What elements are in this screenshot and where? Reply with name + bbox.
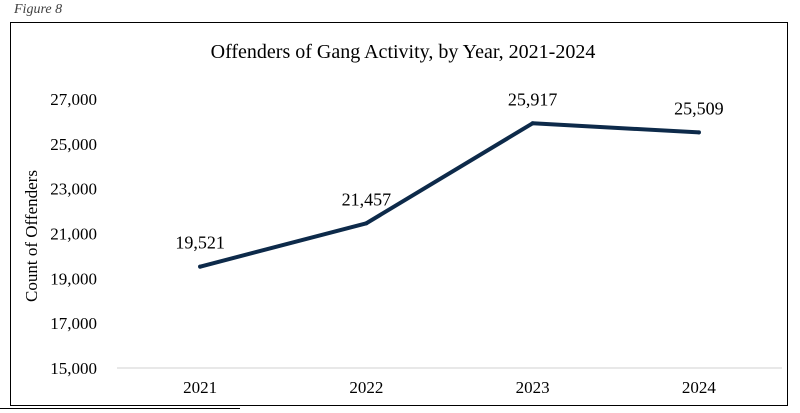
- data-label: 21,457: [342, 189, 392, 209]
- data-label: 25,509: [674, 98, 724, 118]
- data-label: 19,521: [175, 233, 225, 253]
- chart-title: Offenders of Gang Activity, by Year, 202…: [211, 41, 596, 63]
- x-tick-label: 2024: [682, 378, 717, 397]
- series-line: [198, 121, 701, 269]
- x-tick-label: 2023: [516, 378, 550, 397]
- y-tick-label: 17,000: [50, 314, 97, 333]
- x-tick-label: 2022: [349, 378, 383, 397]
- x-axis-ticks: 2021 2022 2023 2024: [183, 378, 716, 397]
- x-tick-label: 2021: [183, 378, 217, 397]
- chart-frame: [10, 22, 788, 406]
- data-point: [198, 264, 203, 269]
- y-tick-label: 27,000: [50, 90, 97, 109]
- series-layer: [198, 121, 701, 269]
- data-point: [530, 121, 535, 126]
- bottom-rule: [0, 408, 240, 409]
- y-tick-label: 19,000: [50, 269, 97, 288]
- y-axis-ticks: 15,000 17,000 19,000 21,000 23,000 25,000 27,0…: [50, 90, 97, 378]
- figure-label: Figure 8: [14, 2, 63, 17]
- y-tick-label: 21,000: [50, 225, 97, 244]
- y-tick-label: 25,000: [50, 135, 97, 154]
- data-label: 25,917: [508, 89, 558, 109]
- data-point: [364, 221, 369, 226]
- y-tick-label: 15,000: [50, 359, 97, 378]
- data-point: [696, 130, 701, 135]
- y-axis-label: Count of Offenders: [22, 170, 41, 302]
- y-tick-label: 23,000: [50, 180, 97, 199]
- data-labels: 19,521 21,457 25,917 25,509: [175, 89, 723, 252]
